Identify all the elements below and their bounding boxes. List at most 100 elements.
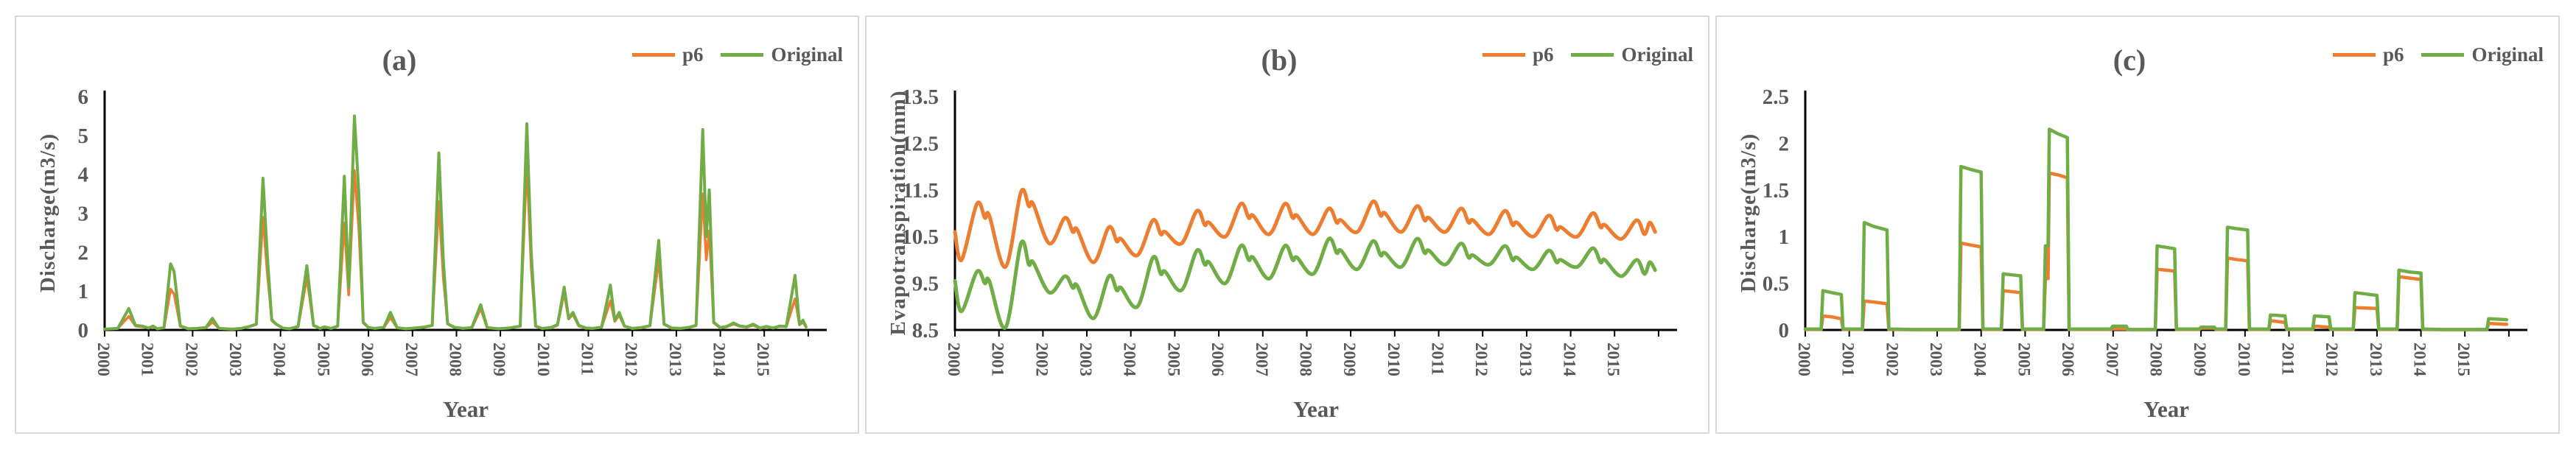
svg-text:1: 1 [78,280,89,303]
legend-label-p6: p6 [1532,43,1554,66]
svg-text:2007: 2007 [402,342,421,376]
legend-label-p6: p6 [2382,43,2404,66]
svg-text:2015: 2015 [2454,342,2473,376]
series-lines-c [1803,127,2509,331]
svg-text:0: 0 [78,319,89,342]
svg-text:2005: 2005 [314,342,332,376]
x-axis-title-b: Year [1293,396,1339,422]
y-axis-title-b: Evapotranspiration(mm) [886,91,910,336]
svg-text:2006: 2006 [358,342,377,376]
y-axis-title-c: Discharge(m3/s) [1737,133,1760,292]
svg-text:2001: 2001 [1839,342,1858,376]
svg-text:2010: 2010 [2235,342,2253,376]
legend-line-original-icon [2421,53,2465,57]
svg-text:2008: 2008 [447,342,465,376]
svg-text:2010: 2010 [534,342,553,376]
svg-text:2007: 2007 [2103,342,2121,376]
chart-panel-b: (b) Evapotranspiration(mm) Year 2000 2001… [865,15,1709,434]
svg-text:2002: 2002 [1883,342,1901,376]
svg-text:2012: 2012 [1472,342,1491,376]
svg-text:8.5: 8.5 [912,319,939,342]
svg-text:2002: 2002 [182,342,200,376]
svg-text:2009: 2009 [490,342,508,376]
legend-item-original: Original [721,45,843,65]
svg-text:2008: 2008 [2147,342,2166,376]
legend-line-original-icon [1571,53,1614,57]
svg-text:11.5: 11.5 [903,179,939,203]
svg-text:1: 1 [1779,225,1790,249]
svg-text:2012: 2012 [622,342,640,376]
series-lines-a [103,114,808,331]
svg-text:2003: 2003 [1927,342,1945,376]
svg-text:0.5: 0.5 [1763,273,1789,296]
svg-text:2004: 2004 [1971,342,1989,377]
series-lines-b [953,188,1657,330]
legend-item-original: Original [2421,45,2544,65]
panel-label-c: (c) [2113,43,2146,77]
svg-text:1.5: 1.5 [1763,179,1789,203]
svg-text:2013: 2013 [666,342,685,376]
svg-text:2011: 2011 [578,342,597,376]
legend-item-original: Original [1571,45,1693,65]
svg-text:2015: 2015 [1604,342,1623,376]
legend-a: p6 Original [631,43,843,66]
svg-text:2007: 2007 [1253,342,1271,376]
svg-text:2013: 2013 [1516,342,1535,376]
svg-text:2002: 2002 [1032,342,1051,376]
svg-text:13.5: 13.5 [901,85,939,109]
svg-text:2009: 2009 [1340,342,1359,376]
svg-text:2004: 2004 [270,342,289,377]
legend-label-original: Original [771,43,843,66]
svg-text:2006: 2006 [1208,342,1227,376]
svg-text:2015: 2015 [754,342,772,376]
legend-line-p6-icon [1482,53,1525,57]
svg-text:2: 2 [1779,132,1790,155]
svg-text:2008: 2008 [1297,342,1315,376]
svg-text:4: 4 [78,164,89,187]
svg-text:2012: 2012 [2323,342,2341,376]
panel-label-b: (b) [1261,43,1298,77]
axes-a: 2000 2001 2002 2003 2004 2005 2006 2007 2008 2009… [78,85,827,377]
svg-text:2011: 2011 [1429,342,1447,376]
legend-b: p6 Original [1482,43,1693,66]
plot-area-b: (b) Evapotranspiration(mm) Year 2000 2001… [886,43,1677,422]
chart-panel-c: (c) Discharge(m3/s) Year 2000 2001 2002 200… [1715,15,2560,434]
svg-text:2000: 2000 [945,342,963,376]
svg-text:2.5: 2.5 [1763,85,1789,109]
axes-c: 2000 2001 2002 2003 2004 2005 2006 2007 2008 2009… [1763,85,2527,377]
svg-text:2014: 2014 [710,342,729,377]
y-axis-title-a: Discharge(m3/s) [36,133,60,292]
legend-label-p6: p6 [682,43,704,66]
svg-text:2006: 2006 [2059,342,2077,376]
legend-label-original: Original [2471,43,2544,66]
svg-text:2010: 2010 [1385,342,1403,376]
legend-line-p6-icon [631,53,675,57]
svg-text:2003: 2003 [1077,342,1095,376]
axes-b: 2000 2001 2002 2003 2004 2005 2006 2007 2008 2009… [901,85,1677,377]
legend-line-p6-icon [2332,53,2376,57]
svg-text:2011: 2011 [2279,342,2297,376]
plot-area-a: (a) Discharge(m3/s) Year 2000 2001 2002 200… [36,43,827,422]
svg-text:12.5: 12.5 [901,132,939,155]
plot-area-c: (c) Discharge(m3/s) Year 2000 2001 2002 200… [1737,43,2527,422]
svg-text:9.5: 9.5 [912,273,939,296]
legend-item-p6: p6 [631,43,704,66]
legend-item-p6: p6 [1482,43,1554,66]
svg-text:2001: 2001 [989,342,1007,376]
chart-panel-a: (a) Discharge(m3/s) Year 2000 2001 2002 200… [15,15,859,434]
svg-text:2005: 2005 [1164,342,1183,376]
svg-text:2005: 2005 [2015,342,2033,376]
legend-c: p6 Original [2332,43,2544,66]
svg-text:2013: 2013 [2367,342,2385,376]
svg-text:10.5: 10.5 [901,225,939,249]
svg-text:2014: 2014 [1561,342,1579,377]
x-axis-title-a: Year [443,396,489,422]
svg-text:2003: 2003 [226,342,245,376]
svg-text:2009: 2009 [2191,342,2209,376]
svg-text:0: 0 [1779,319,1790,342]
svg-text:2: 2 [78,241,89,264]
panel-label-a: (a) [382,43,417,77]
legend-item-p6: p6 [2332,43,2404,66]
svg-text:2000: 2000 [1795,342,1813,376]
